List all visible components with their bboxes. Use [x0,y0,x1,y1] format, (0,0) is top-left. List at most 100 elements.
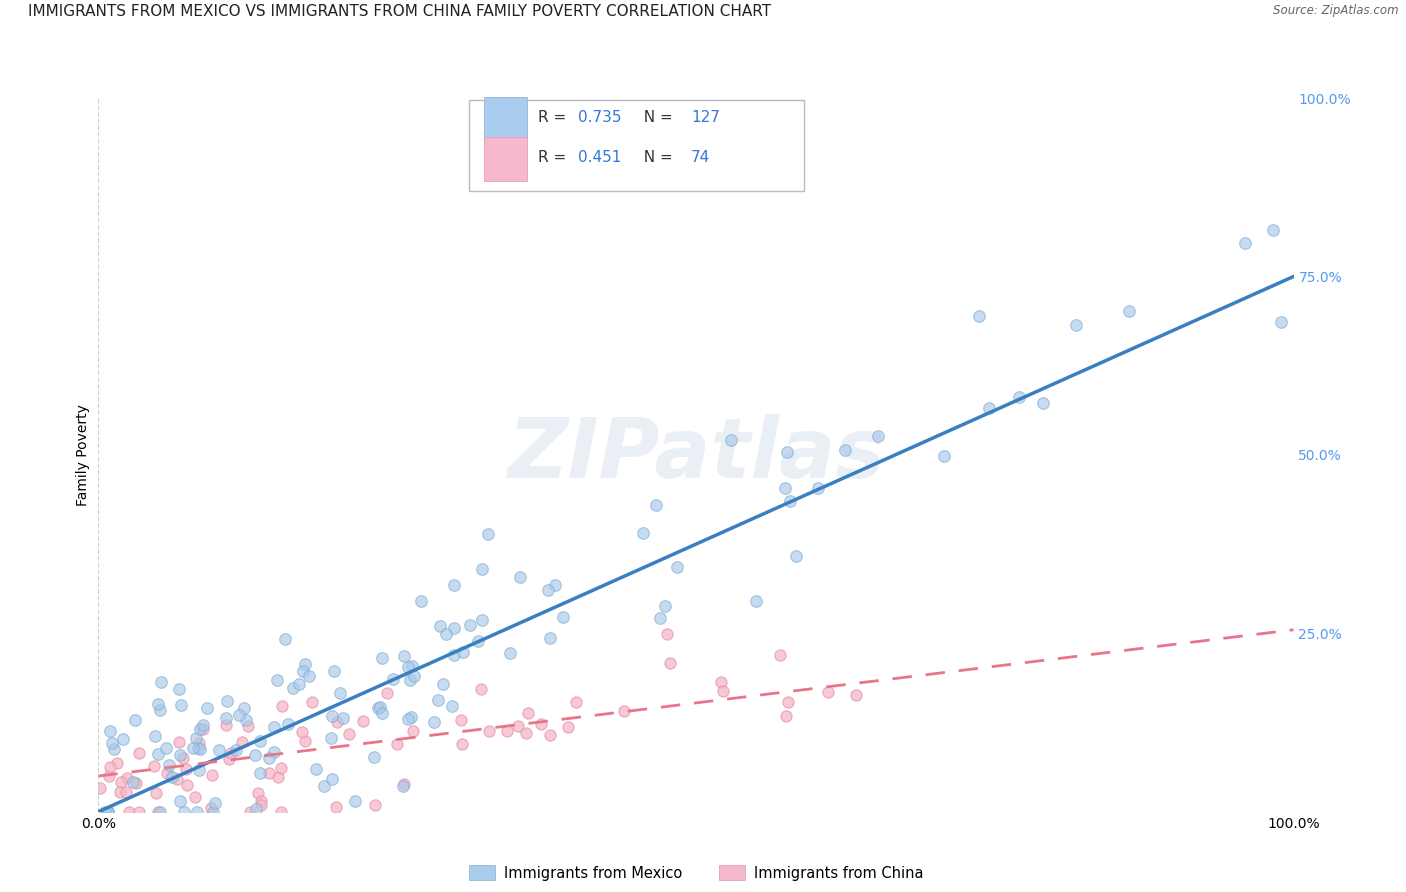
Point [208,743,231,757]
Point [148,747,170,762]
Point [631,526,654,541]
Text: N =: N = [634,110,678,125]
Point [1234,235,1257,250]
Point [377,686,399,700]
Point [277,716,299,731]
Point [101,736,124,750]
FancyBboxPatch shape [470,100,804,191]
Point [270,761,292,775]
Point [245,802,267,816]
Point [249,766,271,780]
Point [118,805,141,819]
Point [157,757,180,772]
Point [110,785,132,799]
Point [657,627,679,641]
Point [325,800,347,814]
Point [654,599,676,613]
Point [156,766,179,780]
Point [337,727,360,741]
Point [1064,318,1087,333]
Point [97,805,120,819]
Text: ZIPatlas: ZIPatlas [508,415,884,495]
Point [720,433,742,447]
Point [169,794,191,808]
Point [321,772,343,786]
Point [143,729,166,743]
Point [259,766,281,780]
Point [110,775,132,789]
Point [167,681,190,696]
Point [401,659,423,673]
Point [271,698,294,713]
Point [471,562,494,576]
Point [204,796,226,810]
Point [540,631,562,645]
Point [785,549,807,563]
Point [89,781,111,796]
Point [321,709,343,723]
Point [1270,315,1292,329]
Point [245,747,267,762]
Point [773,482,796,496]
Point [174,762,197,776]
Point [297,669,319,683]
Text: 127: 127 [692,110,720,125]
Point [443,648,465,662]
Point [517,706,540,720]
Point [496,723,519,738]
Text: R =: R = [538,150,571,165]
Point [470,681,492,696]
Point [977,401,1000,416]
Point [98,760,121,774]
Point [613,704,636,718]
Point [111,731,134,746]
Point [401,724,423,739]
Point [779,494,801,508]
Point [236,719,259,733]
Point [173,805,195,819]
Point [250,794,273,808]
Point [363,749,385,764]
Point [291,725,314,739]
Point [166,772,188,786]
Point [868,429,890,443]
Point [471,613,494,627]
Point [1008,390,1031,404]
Point [200,801,222,815]
Point [186,731,208,745]
Point [103,742,125,756]
Point [382,672,405,686]
Text: 0.735: 0.735 [578,110,621,125]
Legend: Immigrants from Mexico, Immigrants from China: Immigrants from Mexico, Immigrants from … [463,859,929,887]
Point [257,750,280,764]
Point [392,780,415,794]
Point [451,645,474,659]
Point [193,718,215,732]
Point [181,740,204,755]
Point [557,720,579,734]
Text: R =: R = [538,110,571,125]
Point [263,745,285,759]
Point [396,660,419,674]
Point [411,593,433,607]
Point [160,770,183,784]
Point [115,785,138,799]
Point [231,735,253,749]
Point [94,805,117,819]
Point [167,735,190,749]
Point [344,794,367,808]
Point [187,741,209,756]
Point [172,751,194,765]
Point [155,741,177,756]
Point [215,694,238,708]
Point [191,722,214,736]
Text: Source: ZipAtlas.com: Source: ZipAtlas.com [1274,4,1399,18]
Point [450,713,472,727]
Point [467,634,489,648]
Point [105,756,128,770]
Point [807,481,830,495]
Point [392,649,415,664]
Point [294,657,316,671]
Point [326,714,349,729]
Point [188,763,211,777]
